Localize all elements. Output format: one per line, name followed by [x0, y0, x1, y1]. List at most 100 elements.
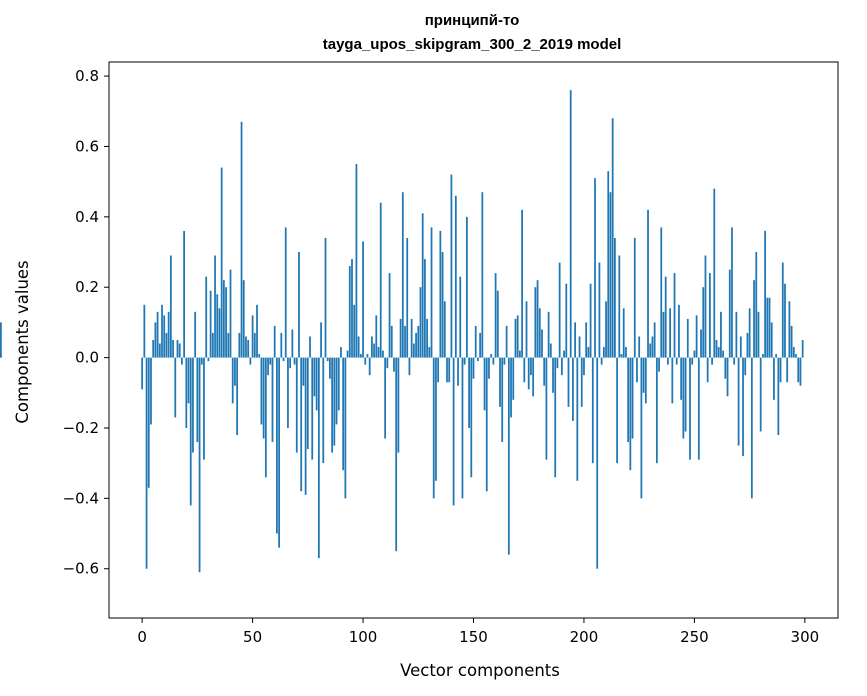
bar-99 [359, 354, 362, 358]
bar-254 [702, 287, 705, 358]
bar-67 [289, 357, 292, 369]
bar-172 [521, 209, 523, 358]
bar-223 [633, 237, 636, 358]
bar-165 [505, 325, 508, 358]
bar-15 [174, 357, 177, 418]
bar-252 [697, 357, 700, 460]
bar-42 [234, 357, 236, 386]
bar-279 [757, 311, 760, 358]
bar-1 [143, 304, 146, 358]
bar-54 [260, 357, 263, 425]
bar-222 [631, 357, 634, 439]
bar-192 [565, 283, 568, 358]
bar-65 [284, 227, 287, 358]
bar-17 [178, 343, 181, 358]
x-tick-label-0: 0 [137, 628, 147, 646]
bar-177 [532, 357, 535, 397]
bar-138 [446, 357, 448, 383]
bar-35 [218, 308, 221, 358]
bar-19 [183, 230, 185, 358]
bar-2 [145, 357, 148, 569]
bar-193 [567, 357, 570, 407]
bar-3 [147, 357, 150, 488]
bar-103 [368, 357, 371, 376]
bar-136 [441, 252, 444, 358]
bar-226 [640, 357, 643, 499]
bar-240 [671, 357, 674, 404]
bar-117 [399, 318, 402, 358]
bar-205 [594, 178, 596, 358]
bar-173 [523, 357, 526, 383]
bar-121 [408, 357, 411, 376]
bar-116 [397, 357, 400, 453]
bar-204 [591, 357, 594, 464]
bar-206 [596, 357, 599, 569]
bar-104 [371, 336, 373, 358]
bar-41 [231, 357, 234, 404]
bar-30 [207, 357, 210, 362]
bar-187 [554, 357, 557, 478]
bar-77 [311, 357, 314, 460]
bar-100 [362, 241, 364, 358]
bar-298 [799, 357, 802, 386]
bar-211 [607, 171, 610, 358]
bar-130 [428, 347, 431, 358]
bar-217 [620, 354, 623, 358]
bar-0 [141, 357, 144, 390]
bar-202 [587, 347, 590, 358]
bar-189 [558, 262, 561, 358]
bar-274 [746, 332, 749, 358]
bar-271 [739, 336, 742, 358]
bar-184 [547, 311, 550, 358]
bar-259 [713, 188, 716, 358]
bar-230 [649, 343, 652, 358]
bar-294 [790, 325, 793, 358]
bar-107 [377, 347, 380, 358]
bar-295 [792, 347, 795, 358]
bar-263 [722, 350, 725, 358]
bar-146 [463, 357, 466, 365]
bar-155 [483, 357, 486, 411]
bar-183 [545, 357, 548, 460]
bar-133 [435, 357, 437, 481]
bar-79 [315, 357, 318, 411]
bar-256 [706, 357, 709, 383]
bar-221 [629, 357, 632, 471]
bar-14 [172, 340, 174, 358]
bar-80 [317, 357, 320, 559]
bar-253 [700, 329, 702, 358]
bar-92 [344, 357, 347, 499]
bar-237 [664, 276, 667, 358]
bar-168 [512, 357, 515, 400]
bar-55 [262, 357, 265, 439]
bar-241 [673, 273, 676, 358]
bar-47 [245, 336, 247, 358]
bar-11 [165, 332, 168, 358]
bar-210 [605, 301, 607, 358]
bar-49 [249, 357, 252, 365]
bar-288 [777, 357, 780, 436]
bar-89 [337, 357, 340, 411]
bar-101 [364, 357, 367, 365]
x-tick-label-250: 250 [680, 628, 709, 646]
bar-72 [300, 357, 303, 492]
bar-273 [744, 357, 747, 376]
bar-12 [167, 311, 170, 358]
bar-113 [390, 325, 393, 358]
bar-238 [667, 357, 669, 365]
bar-6 [154, 322, 157, 358]
bar-150 [472, 357, 475, 379]
bar-160 [494, 273, 497, 358]
bar-145 [461, 357, 464, 499]
bar-266 [728, 269, 731, 358]
bar-73 [302, 357, 305, 386]
bar-243 [678, 304, 680, 358]
bar-158 [490, 354, 493, 358]
bar-251 [695, 315, 698, 358]
bar-97 [355, 164, 358, 358]
bar-108 [379, 202, 382, 358]
y-tick-label-2: −0.2 [63, 419, 99, 437]
bar-280 [759, 357, 762, 432]
bar-88 [335, 357, 338, 425]
